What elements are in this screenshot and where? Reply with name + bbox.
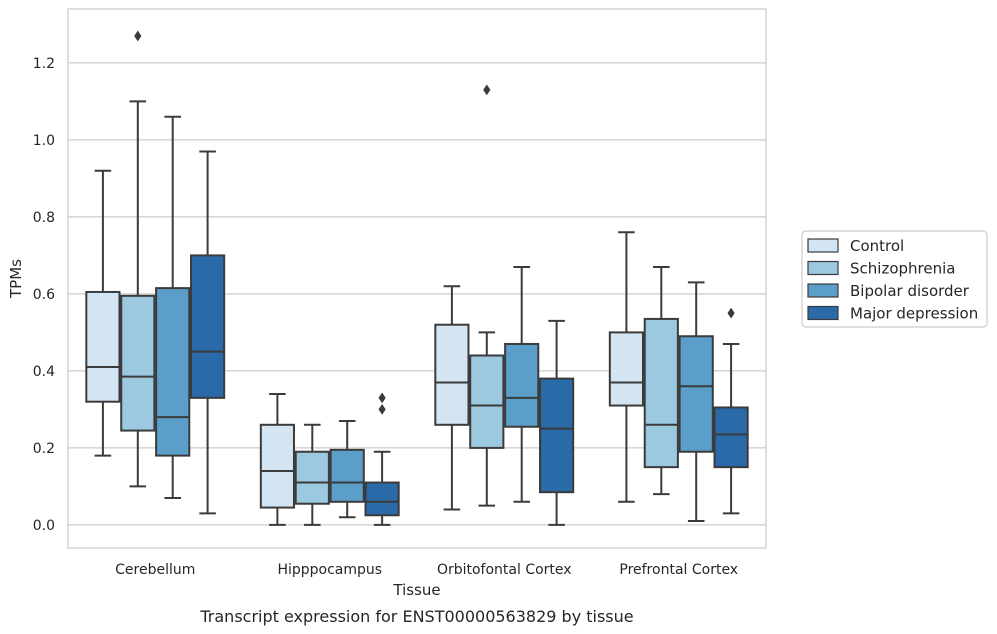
- box: [155, 115, 191, 499]
- legend-label: Major depression: [850, 305, 978, 323]
- x-tick-label: Cerebellum: [115, 562, 195, 578]
- legend-label: Bipolar disorder: [850, 282, 970, 300]
- box: [190, 150, 226, 515]
- y-tick-label: 0.6: [33, 287, 55, 303]
- y-tick-label: 0.4: [33, 364, 55, 380]
- legend-swatch: [807, 238, 839, 253]
- box-rect: [434, 323, 470, 426]
- box: [469, 84, 505, 507]
- box: [434, 285, 470, 511]
- legend: Control Schizophrenia Bipolar disorder Majo…: [801, 230, 988, 328]
- box: [643, 265, 679, 496]
- box: [539, 319, 575, 526]
- y-tick-label: 1.2: [33, 56, 55, 72]
- box-rect: [120, 294, 156, 432]
- box-rect: [85, 290, 121, 403]
- box-rect: [190, 254, 226, 399]
- box-rect: [678, 335, 714, 453]
- legend-frame: [801, 230, 988, 328]
- outlier-point: [483, 84, 491, 96]
- legend-label: Schizophrenia: [850, 260, 955, 278]
- outlier-point: [378, 404, 386, 415]
- box-rect: [643, 317, 679, 469]
- box: [329, 419, 365, 519]
- box-rect: [294, 450, 330, 505]
- box-rect: [608, 331, 644, 407]
- box: [713, 307, 749, 515]
- legend-swatch: [807, 283, 839, 298]
- y-tick-label: 0.0: [33, 518, 55, 534]
- box-rect: [504, 342, 540, 428]
- outlier-point: [134, 30, 142, 42]
- box-rect: [259, 423, 295, 509]
- box-rect: [364, 481, 400, 517]
- box: [294, 423, 330, 526]
- box-rect: [713, 406, 749, 469]
- y-axis-ticks: 0.0 0.2 0.4 0.6 0.8 1.0 1.2: [33, 56, 55, 534]
- box-group: [85, 30, 749, 526]
- legend-swatch: [807, 305, 839, 321]
- x-tick-label: Orbitofontal Cortex: [437, 562, 572, 578]
- box: [85, 169, 121, 457]
- plot-frame: [67, 8, 767, 549]
- x-axis-ticks: Cerebellum Hipppocampus Orbitofontal Corte…: [115, 562, 738, 578]
- box: [120, 30, 156, 488]
- x-tick-label: Hipppocampus: [277, 562, 382, 578]
- box-rect: [329, 448, 365, 503]
- box: [259, 393, 295, 526]
- box: [678, 281, 714, 523]
- box: [608, 231, 644, 503]
- y-tick-label: 0.8: [33, 210, 55, 226]
- y-tick-label: 0.2: [33, 441, 55, 457]
- box: [364, 392, 400, 526]
- box-rect: [155, 287, 191, 457]
- legend-label: Control: [850, 237, 904, 255]
- box-rect: [539, 377, 575, 494]
- legend-swatch: [807, 260, 839, 276]
- box-rect: [469, 354, 505, 449]
- x-axis-label: Tissue: [392, 581, 440, 599]
- outlier-point: [727, 307, 735, 319]
- box: [504, 265, 540, 503]
- x-tick-label: Prefrontal Cortex: [619, 562, 738, 578]
- y-axis-label: TPMs: [7, 259, 25, 299]
- figure-caption: Transcript expression for ENST0000056382…: [199, 607, 633, 626]
- outlier-point: [378, 392, 386, 404]
- y-tick-label: 1.0: [33, 133, 55, 149]
